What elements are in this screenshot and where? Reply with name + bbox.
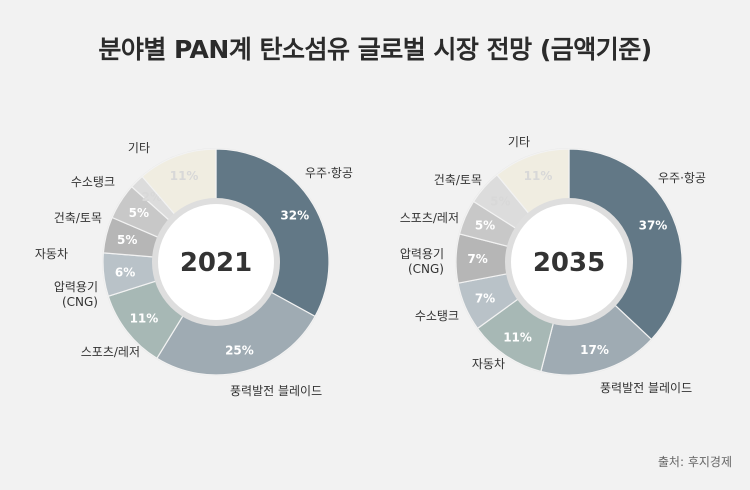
slice-percent-label: 5% xyxy=(475,219,495,233)
slice-percent-label: 7% xyxy=(475,291,495,305)
label-line: (CNG) xyxy=(62,295,98,309)
slice-category-label: 수소탱크 xyxy=(415,309,459,323)
label-line: 우주·항공 xyxy=(658,171,706,185)
slice-category-label: 우주·항공 xyxy=(305,166,353,180)
donut-center xyxy=(511,204,627,320)
label-line: 스포츠/레저 xyxy=(81,345,140,359)
chart-title: 분야별 PAN계 탄소섬유 글로벌 시장 전망 (금액기준) xyxy=(98,35,652,64)
source-note: 출처: 후지경제 xyxy=(657,455,732,469)
label-line: 풍력발전 블레이드 xyxy=(600,381,692,395)
label-line: 우주·항공 xyxy=(305,166,353,180)
label-line: 풍력발전 블레이드 xyxy=(230,384,322,398)
slice-percent-label: 25% xyxy=(225,343,254,357)
slice-category-label: 스포츠/레저 xyxy=(400,211,459,225)
slice-category-label: 풍력발전 블레이드 xyxy=(600,381,692,395)
label-line: 건축/토목 xyxy=(434,173,482,187)
slice-percent-label: 5% xyxy=(117,233,137,247)
slice-category-label: 풍력발전 블레이드 xyxy=(230,384,322,398)
label-line: (CNG) xyxy=(408,262,444,276)
slice-category-label: 건축/토목 xyxy=(434,173,482,187)
slice-percent-label: 11% xyxy=(524,169,553,183)
label-line: 스포츠/레저 xyxy=(400,211,459,225)
label-line: 압력용기 xyxy=(54,280,98,294)
label-line: 기타 xyxy=(128,141,150,155)
slice-percent-label: 32% xyxy=(280,208,309,222)
donut-center-year: 2021 xyxy=(180,248,252,278)
slice-percent-label: 11% xyxy=(130,311,159,325)
slice-percent-label: 37% xyxy=(639,219,668,233)
label-line: 수소탱크 xyxy=(415,309,459,323)
slice-percent-label: 5% xyxy=(490,194,510,208)
slice-category-label: 건축/토목 xyxy=(54,211,102,225)
slice-percent-label: 6% xyxy=(115,265,135,279)
donut-center-year: 2035 xyxy=(533,248,605,278)
label-line: 건축/토목 xyxy=(54,211,102,225)
slice-category-label: 수소탱크 xyxy=(71,175,115,189)
slice-percent-label: 11% xyxy=(170,169,199,183)
label-line: 기타 xyxy=(508,135,530,149)
slice-category-label: 기타 xyxy=(128,141,150,155)
slice-percent-label: 7% xyxy=(467,252,487,266)
slice-category-label: 자동차 xyxy=(35,247,68,261)
slice-category-label: 기타 xyxy=(508,135,530,149)
slice-category-label: 자동차 xyxy=(472,357,505,371)
donut-center xyxy=(158,204,274,320)
slice-category-label: 압력용기 (CNG) xyxy=(400,247,444,276)
slice-category-label: 우주·항공 xyxy=(658,171,706,185)
label-line: 압력용기 xyxy=(400,247,444,261)
label-line: 수소탱크 xyxy=(71,175,115,189)
slice-percent-label: 5% xyxy=(129,206,149,220)
slice-category-label: 압력용기 (CNG) xyxy=(54,280,98,309)
slice-category-label: 스포츠/레저 xyxy=(81,345,140,359)
label-line: 자동차 xyxy=(35,247,68,261)
slice-percent-label: 11% xyxy=(503,331,532,345)
label-line: 자동차 xyxy=(472,357,505,371)
slice-percent-label: 17% xyxy=(580,343,609,357)
